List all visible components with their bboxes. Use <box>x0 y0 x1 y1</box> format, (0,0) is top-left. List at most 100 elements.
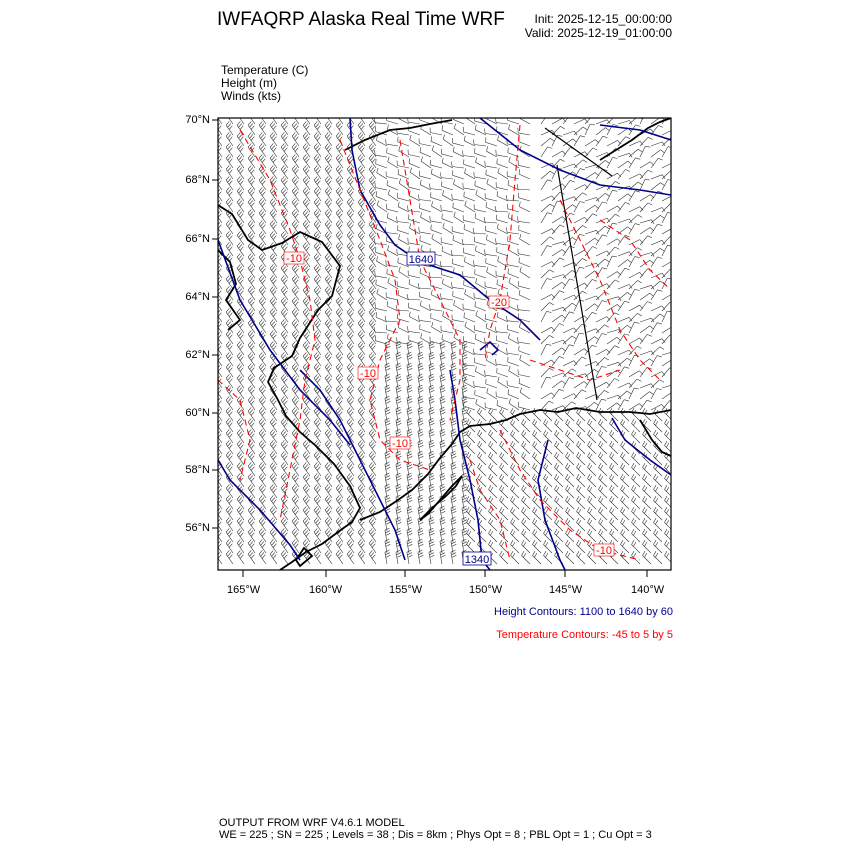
wind-barb <box>384 439 391 455</box>
wind-barb <box>236 462 245 477</box>
wind-barb <box>543 485 553 499</box>
wind-barb <box>225 385 234 400</box>
wind-barb <box>324 495 333 510</box>
wind-barb <box>324 341 333 356</box>
wind-barb <box>269 341 278 356</box>
wind-barb <box>291 440 300 455</box>
wind-barb <box>441 157 454 169</box>
svg-text:-10: -10 <box>596 545 612 557</box>
wind-barb <box>620 474 630 488</box>
wind-barb <box>642 463 652 477</box>
wind-barb <box>335 396 344 411</box>
wind-barb <box>417 494 424 510</box>
wind-barb <box>673 241 687 245</box>
wind-barb <box>584 295 600 301</box>
wind-barb <box>335 484 344 499</box>
height-label-1640: 1640 <box>406 251 436 266</box>
wind-barb <box>357 220 366 235</box>
wind-barb <box>357 231 366 246</box>
plot-title: IWFAQRP Alaska Real Time WRF <box>217 9 505 30</box>
wind-barb <box>418 315 432 323</box>
wind-barb <box>584 279 597 290</box>
wind-barb <box>324 385 333 400</box>
temp-label: -10 <box>357 366 379 380</box>
wind-barb <box>463 224 476 235</box>
wind-barb <box>609 463 619 477</box>
wind-barb <box>439 428 446 444</box>
wind-barb <box>565 496 575 510</box>
wind-barb <box>291 143 300 158</box>
wind-barb <box>639 169 653 180</box>
wind-barb <box>247 253 256 268</box>
wind-barb <box>313 517 322 532</box>
wind-barb <box>653 485 663 499</box>
wind-barb <box>519 322 531 334</box>
wind-barb <box>236 363 245 378</box>
wind-barb <box>631 485 641 499</box>
wind-barb <box>346 253 355 268</box>
wind-barb <box>335 319 344 334</box>
wind-barb <box>374 270 388 279</box>
wind-barb <box>258 264 267 279</box>
wind-barb <box>540 344 552 356</box>
wind-barb <box>225 539 234 554</box>
wind-barb <box>551 372 567 378</box>
wind-barb <box>573 192 588 202</box>
wind-barb <box>518 257 531 268</box>
wind-barb <box>439 483 446 499</box>
wind-barb <box>440 172 454 180</box>
wind-barb <box>510 518 520 532</box>
wind-barb <box>510 430 520 444</box>
wind-barb <box>466 441 476 455</box>
wind-barb <box>431 322 443 334</box>
wind-barb <box>439 373 446 389</box>
wind-barb <box>617 399 630 411</box>
wind-barb <box>505 195 520 202</box>
wind-barb <box>431 233 443 246</box>
wind-barb <box>302 539 311 554</box>
wind-barb <box>551 274 567 279</box>
wind-barb <box>247 330 256 345</box>
wind-barb <box>554 419 564 433</box>
wind-barb <box>617 317 633 323</box>
wind-barb <box>313 473 322 488</box>
wind-barb <box>496 367 509 378</box>
wind-barb <box>269 396 278 411</box>
wind-barb <box>327 118 333 125</box>
wind-barb <box>324 451 333 466</box>
wind-barb <box>313 143 322 158</box>
wind-barb <box>428 538 435 554</box>
wind-barb <box>280 198 289 213</box>
wind-barb <box>573 159 588 169</box>
wind-barb <box>540 162 556 169</box>
wind-barb <box>302 407 311 422</box>
wind-barb <box>499 452 509 466</box>
wind-barb <box>258 418 267 433</box>
wind-barb <box>631 474 641 488</box>
wind-barb <box>225 231 234 246</box>
wind-barb <box>673 282 687 289</box>
wind-barb <box>639 367 652 378</box>
wind-barb <box>606 213 620 224</box>
wind-barb <box>357 341 366 356</box>
wind-barb <box>639 118 644 125</box>
wind-barb <box>661 179 671 191</box>
wind-barb <box>395 305 410 312</box>
wind-barb <box>650 158 663 169</box>
wind-barb <box>639 399 652 411</box>
wind-barb <box>291 198 300 213</box>
wind-barb <box>475 398 487 411</box>
wind-barb <box>650 379 665 389</box>
wind-barb <box>554 463 564 477</box>
wind-barb <box>584 197 600 202</box>
wind-barb <box>466 529 476 543</box>
wind-barb <box>247 209 256 224</box>
wind-barb <box>247 517 256 532</box>
wind-barb <box>488 452 498 466</box>
wind-barb <box>562 344 575 356</box>
wind-barb <box>484 128 498 136</box>
wind-barb <box>486 355 498 367</box>
wind-barb <box>661 326 671 334</box>
wind-barb <box>650 248 665 257</box>
